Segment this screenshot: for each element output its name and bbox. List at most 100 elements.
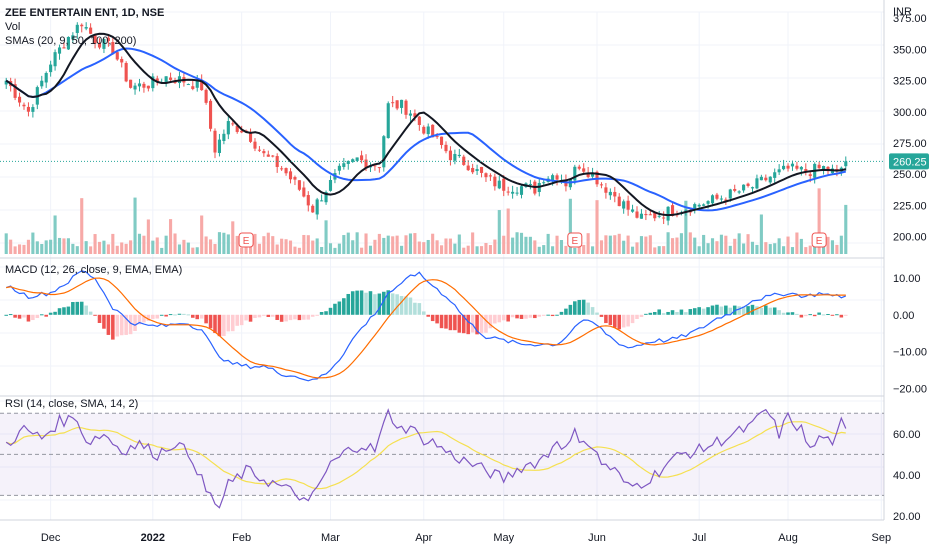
candle-body <box>26 106 30 112</box>
candle-body <box>386 103 390 139</box>
candle-body <box>253 141 257 149</box>
candle-body <box>97 42 102 48</box>
candle-body <box>302 187 306 197</box>
volume-bar <box>439 245 444 254</box>
candle-body <box>719 198 723 200</box>
histogram-bar <box>608 314 613 325</box>
candle-body <box>248 133 253 142</box>
volume-bar <box>146 219 150 254</box>
histogram-bar <box>715 304 719 315</box>
volume-bar <box>599 240 604 254</box>
rsi-panel[interactable] <box>0 408 884 509</box>
volume-bar <box>466 245 470 254</box>
histogram-bar <box>79 301 84 315</box>
histogram-bar <box>266 314 271 317</box>
candle-body <box>404 100 408 115</box>
histogram-bar <box>519 314 524 319</box>
histogram-bar <box>115 314 120 337</box>
volume-bar <box>368 245 373 254</box>
histogram-bar <box>422 311 426 315</box>
candle-body <box>204 89 208 103</box>
candle-body <box>542 182 546 184</box>
histogram-bar <box>13 314 17 318</box>
symbol-legend[interactable]: ZEE ENTERTAIN ENT, 1D, NSE Vol SMAs (20,… <box>5 6 164 48</box>
candle-body <box>324 191 328 203</box>
candle-body <box>817 164 821 169</box>
volume-bar <box>222 232 226 254</box>
volume-bar <box>17 244 22 254</box>
volume-bar <box>710 238 715 254</box>
candle-body <box>657 215 661 217</box>
candle-body <box>626 200 630 210</box>
histogram-bar <box>781 312 786 315</box>
time-scale-label: Sep <box>872 532 892 544</box>
candle-body <box>146 85 150 89</box>
time-scale-label: Jul <box>692 532 706 544</box>
candle-body <box>750 187 755 189</box>
histogram-bar <box>373 294 377 315</box>
candle-body <box>528 184 532 186</box>
candle-body <box>66 36 70 50</box>
volume-bar <box>724 235 728 254</box>
histogram-bar <box>97 314 102 323</box>
volume-bar <box>737 233 741 254</box>
histogram-bar <box>448 314 453 331</box>
candle-body <box>466 165 470 171</box>
volume-bar <box>826 236 830 254</box>
volume-bar <box>226 234 230 254</box>
rsi-line <box>5 408 847 509</box>
candle-body <box>479 166 484 173</box>
volume-bar <box>733 238 737 254</box>
rsi-label[interactable]: RSI (14, close, SMA, 14, 2) <box>5 398 139 410</box>
volume-bar <box>559 240 564 254</box>
candle-body <box>555 175 559 180</box>
volume-bar <box>391 236 395 254</box>
volume-bar <box>639 236 643 254</box>
candle-body <box>53 52 57 67</box>
candle-body <box>222 133 226 141</box>
histogram-bar <box>795 313 799 315</box>
volume-bar <box>488 245 492 254</box>
candle-body <box>315 199 319 215</box>
volume-bar <box>773 243 777 254</box>
candle-body <box>453 153 457 161</box>
candle-body <box>697 204 701 207</box>
volume-bar <box>835 244 839 254</box>
volume-bar <box>253 233 257 254</box>
histogram-bar <box>342 298 346 315</box>
histogram-bar <box>524 314 528 319</box>
histogram-bar <box>315 314 319 316</box>
histogram-bar <box>408 297 413 315</box>
time-scale[interactable]: Dec 2022 Feb Mar Apr May Jun Jul Aug Sep <box>41 532 891 544</box>
macd-label[interactable]: MACD (12, 26, close, 9, EMA, EMA) <box>5 264 183 276</box>
volume-bar <box>235 235 239 254</box>
histogram-bar <box>133 314 137 332</box>
volume-bar <box>320 246 324 254</box>
price-scale[interactable]: 375.00 350.00 325.00 300.00 275.00 250.00 225.… <box>893 13 927 523</box>
volume-bar <box>337 243 341 254</box>
candle-body <box>62 47 66 49</box>
volume-bar <box>799 238 803 254</box>
macd-panel[interactable] <box>4 270 848 382</box>
histogram-bar <box>66 306 71 315</box>
candle-body <box>169 77 173 80</box>
volume-bar <box>644 236 648 254</box>
time-scale-label: Mar <box>321 532 340 544</box>
candle-body <box>75 24 79 33</box>
candle-body <box>93 35 97 44</box>
histogram-bar <box>417 303 422 315</box>
volume-bar <box>271 236 275 254</box>
histogram-bar <box>22 314 26 318</box>
volume-bar <box>49 239 53 254</box>
earnings-badge <box>238 232 254 248</box>
candle-body <box>284 168 288 174</box>
candle-body <box>715 194 719 199</box>
volume-bar <box>62 238 66 254</box>
earnings-label: E <box>816 236 823 247</box>
volume-bar <box>435 240 439 254</box>
volume-bar <box>217 232 221 254</box>
histogram-bar <box>137 314 142 325</box>
